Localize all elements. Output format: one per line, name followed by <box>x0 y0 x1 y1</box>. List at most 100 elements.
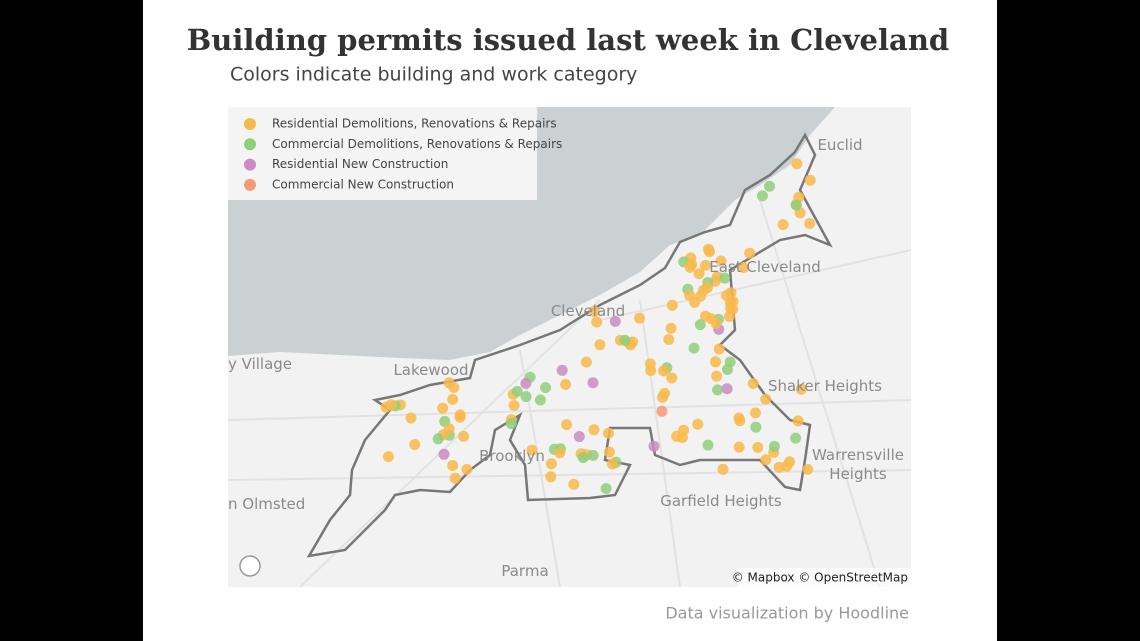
permit-dot <box>692 418 704 430</box>
permit-dot <box>688 342 700 354</box>
permit-dot <box>409 439 421 450</box>
permit-dot <box>561 419 573 431</box>
permit-dot <box>790 432 802 444</box>
permit-dot <box>545 458 557 470</box>
permit-dot <box>722 364 733 375</box>
permit-dot <box>666 299 678 311</box>
permit-dot <box>594 339 606 351</box>
permit-dot <box>756 190 768 202</box>
place-label: Warrensville <box>812 446 904 464</box>
permit-dot <box>603 446 615 458</box>
permit-dot <box>573 431 585 442</box>
place-label: Euclid <box>817 136 862 154</box>
subtitle: Colors indicate building and work catego… <box>230 64 637 86</box>
permit-dot <box>447 460 459 471</box>
permit-dot <box>760 454 772 466</box>
permit-dot <box>545 471 557 483</box>
permit-dot <box>693 268 705 280</box>
place-label: East Cleveland <box>709 258 821 276</box>
permit-dot <box>505 418 517 430</box>
legend: Residential Demolitions, Renovations & R… <box>244 117 562 191</box>
place-label: n Olmsted <box>228 495 305 513</box>
permit-dot <box>606 458 618 470</box>
permit-dot <box>591 316 603 328</box>
place-label: Brooklyn <box>479 447 545 465</box>
permit-dot <box>511 385 523 397</box>
permit-dot <box>689 296 701 308</box>
permit-dot <box>792 415 804 427</box>
legend-label: Residential Demolitions, Renovations & R… <box>272 117 557 131</box>
permit-dot <box>554 447 566 459</box>
legend-swatch <box>244 178 256 191</box>
place-label: Lakewood <box>393 361 468 379</box>
permit-dot <box>609 315 621 327</box>
permit-dot <box>777 219 789 231</box>
permit-dot <box>666 372 678 384</box>
permit-dot <box>405 412 417 424</box>
place-label: Garfield Heights <box>660 492 782 510</box>
permit-dot <box>747 378 759 389</box>
permit-dot <box>712 384 724 396</box>
permit-dot <box>526 444 538 456</box>
permit-dot <box>678 424 690 436</box>
permit-dot <box>711 370 723 382</box>
permit-dot <box>382 451 394 463</box>
place-label: Shaker Heights <box>768 377 882 395</box>
credit: Data visualization by Hoodline <box>665 604 909 623</box>
legend-label: Residential New Construction <box>272 157 448 171</box>
permit-dot <box>694 319 706 331</box>
permit-dot <box>715 255 727 267</box>
permit-dot <box>791 158 803 170</box>
mapbox-logo[interactable] <box>239 555 261 577</box>
permit-dot <box>768 440 780 452</box>
permit-dot <box>701 282 713 294</box>
permit-dot <box>600 483 612 494</box>
permit-dot <box>656 405 668 417</box>
permit-dot <box>724 297 736 309</box>
permit-dot <box>804 218 816 230</box>
permit-dot <box>764 180 775 192</box>
permit-dot <box>750 421 762 433</box>
permit-dot <box>721 383 733 395</box>
permit-dot <box>540 382 552 394</box>
permit-dot <box>432 433 444 445</box>
permit-dot <box>738 262 749 273</box>
permit-dot <box>645 365 657 377</box>
permit-dot <box>454 411 466 423</box>
permit-dot <box>684 261 696 273</box>
permit-dot <box>750 407 761 419</box>
permit-dot <box>603 427 614 439</box>
legend-swatch <box>244 158 256 171</box>
permit-dots <box>380 158 816 494</box>
permit-dot <box>659 387 671 399</box>
permit-dot <box>665 322 677 334</box>
place-label: Parma <box>501 562 548 580</box>
place-label: y Village <box>228 355 292 373</box>
permit-dot <box>508 400 520 411</box>
permit-dot <box>700 259 711 271</box>
permit-dot <box>438 448 450 460</box>
legend-swatch <box>244 138 256 151</box>
permit-dot <box>802 463 814 475</box>
legend-box <box>228 107 537 200</box>
attribution-box <box>738 568 911 587</box>
permit-dot <box>658 365 670 377</box>
place-label: Cleveland <box>551 302 625 320</box>
permit-dot <box>710 356 721 368</box>
permit-dot <box>619 334 631 346</box>
place-label: Heights <box>829 465 887 483</box>
attribution[interactable]: © Mapbox © OpenStreetMap <box>732 571 908 585</box>
title: Building permits issued last week in Cle… <box>187 23 949 57</box>
permit-dot <box>587 449 599 461</box>
permit-dot <box>733 441 745 453</box>
permit-dot <box>717 463 729 475</box>
permit-dot <box>587 377 599 389</box>
permit-dot <box>556 364 568 376</box>
permit-dot <box>461 463 473 475</box>
permit-dot <box>520 377 532 389</box>
permit-dot <box>733 412 745 424</box>
permit-dot <box>702 439 714 451</box>
permit-dot <box>568 478 580 490</box>
legend-label: Commercial Demolitions, Renovations & Re… <box>272 137 562 151</box>
